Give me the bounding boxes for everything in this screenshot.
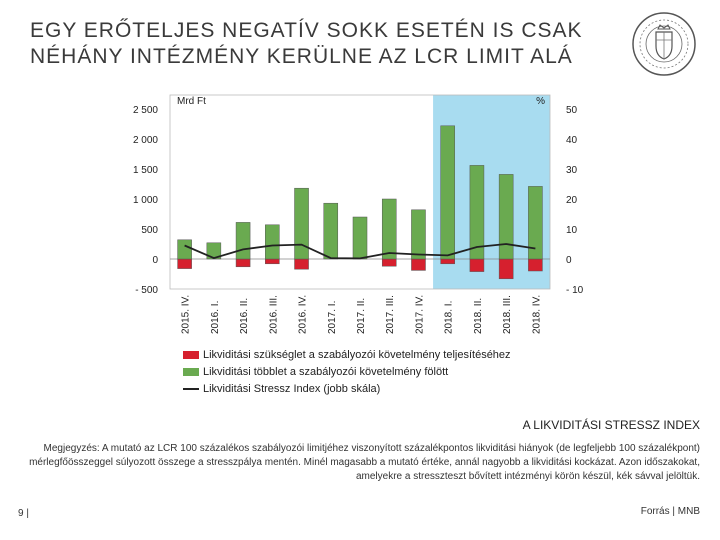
left-tick-label: 500 [141, 225, 158, 236]
category-label: 2016. I. [210, 301, 221, 334]
plot-frame [169, 94, 551, 290]
bar-deficit [469, 258, 485, 272]
bar-deficit [294, 258, 309, 270]
bar-deficit [381, 258, 397, 267]
right-tick-label: 50 [566, 105, 578, 116]
category-label: 2015. IV. [181, 295, 192, 334]
right-tick-label: 40 [566, 135, 578, 146]
right-tick-label: - 10 [566, 285, 584, 296]
bar-surplus [381, 198, 397, 260]
bar-deficit [528, 258, 543, 272]
right-axis-label: % [536, 96, 545, 107]
bar-deficit [411, 258, 426, 271]
category-label: 2017. III. [385, 295, 396, 334]
bar-surplus [235, 222, 251, 260]
bar-deficit [177, 258, 192, 269]
chart-subtitle: A LIKVIDITÁSI STRESSZ INDEX [522, 418, 700, 432]
legend-item-surplus: Likviditási többlet a szabályozói követe… [183, 363, 511, 380]
category-label: 2018. III. [502, 295, 513, 334]
category-label: 2016. III. [268, 295, 279, 334]
source-label: Forrás | MNB [640, 506, 700, 517]
category-label: 2017. I. [327, 301, 338, 334]
legend-swatch-red [183, 350, 199, 359]
left-tick-label: 2 000 [133, 135, 158, 146]
chart-legend: Likviditási szükséglet a szabályozói köv… [183, 346, 511, 397]
legend-label-index: Likviditási Stressz Index (jobb skála) [203, 382, 381, 395]
bar-surplus [323, 202, 339, 260]
left-axis-label: Mrd Ft [177, 96, 206, 107]
category-label: 2018. IV. [531, 295, 542, 334]
category-label: 2017. IV. [414, 295, 425, 334]
bar-surplus [352, 216, 368, 260]
bar-deficit [265, 258, 280, 265]
legend-label-surplus: Likviditási többlet a szabályozói követe… [203, 365, 449, 378]
bar-surplus [469, 165, 485, 260]
category-label: 2018. I. [444, 301, 455, 334]
chart-note: Megjegyzés: A mutató az LCR 100 százalék… [29, 443, 700, 482]
line-stress-index [184, 243, 536, 260]
left-tick-label: 1 500 [133, 165, 158, 176]
category-label: 2016. IV. [298, 295, 309, 334]
bar-surplus [294, 187, 309, 260]
mnb-seal-icon [632, 12, 696, 76]
bar-deficit [440, 258, 455, 265]
legend-label-deficit: Likviditási szükséglet a szabályozói köv… [203, 348, 511, 361]
page-number: 9 | [18, 508, 29, 519]
left-tick-label: 1 000 [133, 195, 158, 206]
category-label: 2016. II. [239, 298, 250, 334]
category-label: 2017. II. [356, 298, 367, 334]
title-line-2: NÉHÁNY INTÉZMÉNY KERÜLNE AZ LCR LIMIT AL… [30, 45, 573, 68]
bar-surplus [177, 239, 192, 260]
right-tick-label: 10 [566, 225, 578, 236]
left-tick-label: - 500 [135, 285, 158, 296]
slide-title: EGY ERŐTELJES NEGATÍV SOKK ESETÉN IS CSA… [30, 18, 630, 70]
right-tick-label: 30 [566, 165, 578, 176]
legend-swatch-green [183, 367, 199, 376]
left-tick-label: 0 [152, 255, 158, 266]
bar-surplus [440, 125, 455, 260]
legend-item-index: Likviditási Stressz Index (jobb skála) [183, 380, 511, 397]
legend-item-deficit: Likviditási szükséglet a szabályozói köv… [183, 346, 511, 363]
title-line-1: EGY ERŐTELJES NEGATÍV SOKK ESETÉN IS CSA… [30, 19, 583, 42]
bar-deficit [498, 258, 514, 280]
bar-surplus [498, 174, 514, 260]
bar-surplus [528, 186, 543, 260]
bar-surplus [265, 224, 280, 260]
right-tick-label: 20 [566, 195, 578, 206]
right-tick-label: 0 [566, 255, 572, 266]
bar-deficit [235, 258, 251, 268]
left-tick-label: 2 500 [133, 105, 158, 116]
category-label: 2018. II. [473, 298, 484, 334]
legend-swatch-line [183, 387, 199, 390]
bar-surplus [411, 209, 426, 260]
